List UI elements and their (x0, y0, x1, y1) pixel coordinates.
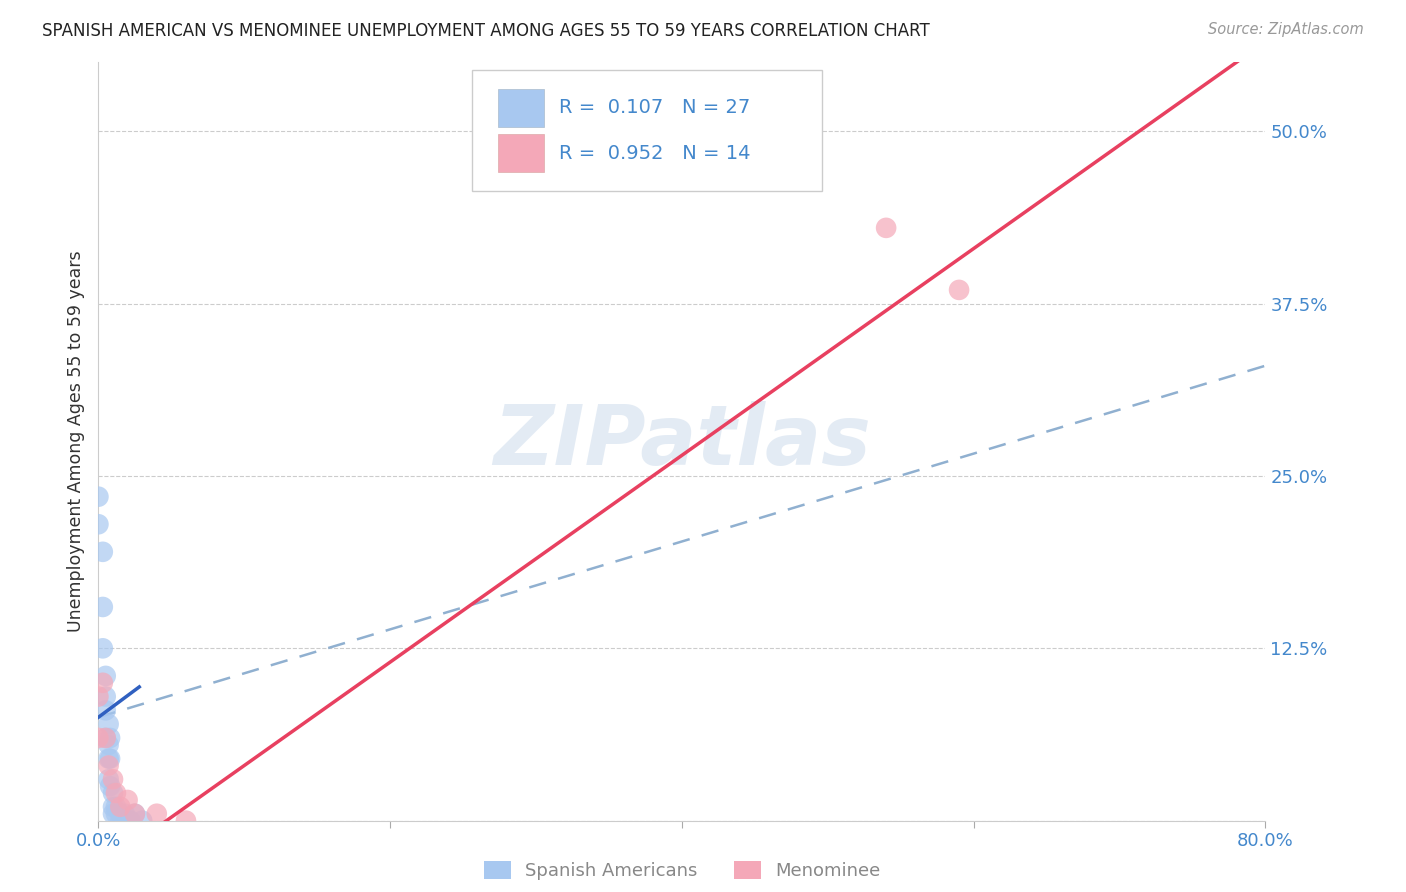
Point (114, 806, 136, 821)
Point (87, 690, 110, 704)
Text: ZIPatlas: ZIPatlas (494, 401, 870, 482)
Point (87, 517, 110, 532)
Point (101, 772, 124, 787)
Point (174, 814, 197, 828)
Point (124, 806, 146, 821)
Point (104, 800, 127, 814)
Point (91, 545, 114, 559)
Point (98, 779, 121, 793)
Point (110, 806, 132, 821)
Text: R =  0.952   N = 14: R = 0.952 N = 14 (560, 144, 751, 163)
Point (948, 283, 970, 297)
Point (98, 751, 121, 765)
Point (94, 731, 117, 745)
Point (131, 814, 153, 828)
Point (110, 814, 132, 828)
Y-axis label: Unemployment Among Ages 55 to 59 years: Unemployment Among Ages 55 to 59 years (66, 251, 84, 632)
Point (101, 800, 124, 814)
Point (91, 599, 114, 614)
Point (104, 786, 127, 800)
Text: R =  0.107   N = 27: R = 0.107 N = 27 (560, 98, 751, 118)
Point (87, 490, 110, 504)
Text: Source: ZipAtlas.com: Source: ZipAtlas.com (1208, 22, 1364, 37)
Point (101, 786, 124, 800)
Point (94, 690, 117, 704)
Point (101, 806, 124, 821)
Point (94, 703, 117, 717)
Point (146, 806, 169, 821)
Point (124, 806, 146, 821)
Point (110, 800, 132, 814)
Point (97, 772, 120, 787)
Point (104, 806, 127, 821)
Point (87, 731, 110, 745)
Point (117, 793, 139, 807)
Legend: Spanish Americans, Menominee: Spanish Americans, Menominee (484, 861, 880, 880)
Point (97, 751, 120, 765)
Point (97, 717, 120, 731)
Point (875, 220, 897, 235)
Point (98, 731, 121, 745)
Text: SPANISH AMERICAN VS MENOMINEE UNEMPLOYMENT AMONG AGES 55 TO 59 YEARS CORRELATION: SPANISH AMERICAN VS MENOMINEE UNEMPLOYME… (42, 22, 929, 40)
Point (97, 738, 120, 752)
FancyBboxPatch shape (472, 70, 823, 191)
FancyBboxPatch shape (498, 89, 544, 127)
Point (94, 669, 117, 683)
Point (97, 758, 120, 772)
Point (94, 731, 117, 745)
Point (91, 641, 114, 656)
Point (120, 814, 142, 828)
Point (91, 675, 114, 690)
FancyBboxPatch shape (498, 135, 544, 172)
